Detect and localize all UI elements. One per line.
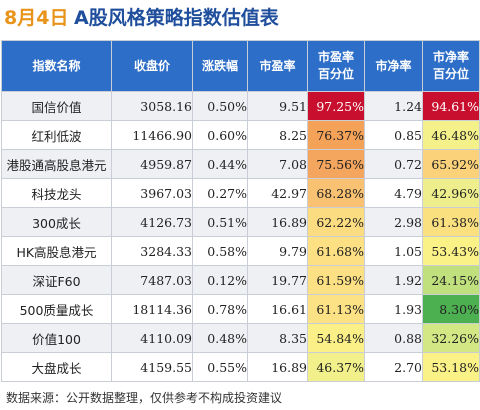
cell-index-name: 价值100 xyxy=(1,323,112,353)
table-row: 300成长 4126.73 0.51% 16.89 62.22% 2.98 61.38% xyxy=(1,207,480,237)
cell-pb-percentile: 42.96% xyxy=(422,178,480,208)
table-row: 价值100 4110.09 0.48% 8.35 54.84% 0.88 32.26% xyxy=(1,323,480,353)
cell-pb: 1.24 xyxy=(364,91,423,121)
cell-pb: 0.88 xyxy=(364,323,423,353)
cell-change: 0.44% xyxy=(192,149,248,179)
cell-pe-percentile: 97.25% xyxy=(307,91,365,121)
cell-pe: 7.08 xyxy=(247,149,308,179)
cell-index-name: 科技龙头 xyxy=(1,178,112,208)
cell-close-price: 4126.73 xyxy=(111,207,193,237)
table-row: 港股通高股息港元 4959.87 0.44% 7.08 75.56% 0.72 65.92% xyxy=(1,149,480,179)
cell-index-name: 国信价值 xyxy=(1,91,112,121)
cell-pe-percentile: 46.37% xyxy=(307,352,365,382)
table-row: 500质量成长 18114.36 0.78% 16.61 61.13% 1.93 8.30% xyxy=(1,294,480,324)
cell-pb-percentile: 53.18% xyxy=(422,352,480,382)
cell-pe-percentile: 76.37% xyxy=(307,120,365,150)
cell-pb: 1.93 xyxy=(364,294,423,324)
cell-pb-percentile: 46.48% xyxy=(422,120,480,150)
table-row: HK高股息港元 3284.33 0.58% 9.79 61.68% 1.05 53.43% xyxy=(1,236,480,266)
page-title: A股风格策略指数估值表 xyxy=(74,7,279,29)
cell-pb: 0.72 xyxy=(364,149,423,179)
cell-pb: 0.85 xyxy=(364,120,423,150)
table-row: 大盘成长 4159.55 0.55% 16.89 46.37% 2.70 53.18% xyxy=(1,352,480,382)
cell-change: 0.27% xyxy=(192,178,248,208)
header-pb: 市净率 xyxy=(364,40,423,92)
cell-pb: 4.79 xyxy=(364,178,423,208)
cell-pb: 2.70 xyxy=(364,352,423,382)
cell-pe-percentile: 75.56% xyxy=(307,149,365,179)
valuation-table: 指数名称 收盘价 涨跌幅 市盈率 市盈率 百分位 市净率 市净率 百分位 国信价… xyxy=(1,40,480,382)
cell-index-name: 红利低波 xyxy=(1,120,112,150)
header-index-name: 指数名称 xyxy=(1,40,112,92)
cell-index-name: 300成长 xyxy=(1,207,112,237)
cell-change: 0.55% xyxy=(192,352,248,382)
cell-index-name: 深证F60 xyxy=(1,265,112,295)
cell-pe: 16.89 xyxy=(247,352,308,382)
header-change: 涨跌幅 xyxy=(192,40,248,92)
cell-change: 0.50% xyxy=(192,91,248,121)
footer-source: 数据来源：公开数据整理，仅供参考不构成投资建议 xyxy=(6,391,283,405)
cell-close-price: 4110.09 xyxy=(111,323,193,353)
table-row: 国信价值 3058.16 0.50% 9.51 97.25% 1.24 94.61% xyxy=(1,91,480,121)
cell-pe: 16.89 xyxy=(247,207,308,237)
table-header-row: 指数名称 收盘价 涨跌幅 市盈率 市盈率 百分位 市净率 市净率 百分位 xyxy=(1,40,480,92)
header-pb-percentile: 市净率 百分位 xyxy=(422,40,480,92)
cell-pb-percentile: 65.92% xyxy=(422,149,480,179)
cell-pe: 42.97 xyxy=(247,178,308,208)
cell-close-price: 11466.90 xyxy=(111,120,193,150)
cell-index-name: 大盘成长 xyxy=(1,352,112,382)
table-row: 红利低波 11466.90 0.60% 8.25 76.37% 0.85 46.48% xyxy=(1,120,480,150)
cell-close-price: 3058.16 xyxy=(111,91,193,121)
cell-close-price: 18114.36 xyxy=(111,294,193,324)
cell-pe-percentile: 61.13% xyxy=(307,294,365,324)
cell-close-price: 4959.87 xyxy=(111,149,193,179)
cell-close-price: 4159.55 xyxy=(111,352,193,382)
cell-pb-percentile: 61.38% xyxy=(422,207,480,237)
cell-close-price: 7487.03 xyxy=(111,265,193,295)
cell-pe-percentile: 54.84% xyxy=(307,323,365,353)
cell-pb: 1.92 xyxy=(364,265,423,295)
cell-pb: 2.98 xyxy=(364,207,423,237)
cell-index-name: 港股通高股息港元 xyxy=(1,149,112,179)
cell-pb-percentile: 8.30% xyxy=(422,294,480,324)
header-pe-percentile: 市盈率 百分位 xyxy=(307,40,365,92)
header-close-price: 收盘价 xyxy=(111,40,193,92)
cell-pe-percentile: 61.68% xyxy=(307,236,365,266)
cell-close-price: 3284.33 xyxy=(111,236,193,266)
cell-pb: 1.05 xyxy=(364,236,423,266)
cell-close-price: 3967.03 xyxy=(111,178,193,208)
cell-change: 0.78% xyxy=(192,294,248,324)
table-body: 国信价值 3058.16 0.50% 9.51 97.25% 1.24 94.61% 红利低波… xyxy=(1,91,480,382)
cell-pb-percentile: 32.26% xyxy=(422,323,480,353)
cell-pe: 8.25 xyxy=(247,120,308,150)
title-bar: 8月4日 A股风格策略指数估值表 xyxy=(0,0,480,36)
cell-pb-percentile: 94.61% xyxy=(422,91,480,121)
header-pe: 市盈率 xyxy=(247,40,308,92)
table-row: 科技龙头 3967.03 0.27% 42.97 68.28% 4.79 42.96% xyxy=(1,178,480,208)
cell-pe-percentile: 62.22% xyxy=(307,207,365,237)
header-pb-percentile-label: 市净率 百分位 xyxy=(432,50,469,81)
cell-pe: 9.51 xyxy=(247,91,308,121)
cell-change: 0.12% xyxy=(192,265,248,295)
cell-change: 0.48% xyxy=(192,323,248,353)
cell-index-name: HK高股息港元 xyxy=(1,236,112,266)
cell-pe: 16.61 xyxy=(247,294,308,324)
table-row: 深证F60 7487.03 0.12% 19.77 61.59% 1.92 24.15% xyxy=(1,265,480,295)
cell-pe: 19.77 xyxy=(247,265,308,295)
cell-pb-percentile: 24.15% xyxy=(422,265,480,295)
cell-pe-percentile: 68.28% xyxy=(307,178,365,208)
cell-change: 0.51% xyxy=(192,207,248,237)
cell-index-name: 500质量成长 xyxy=(1,294,112,324)
cell-pe: 8.35 xyxy=(247,323,308,353)
title-date: 8月4日 xyxy=(4,7,69,29)
cell-pb-percentile: 53.43% xyxy=(422,236,480,266)
cell-pe: 9.79 xyxy=(247,236,308,266)
header-pe-percentile-label: 市盈率 百分位 xyxy=(317,50,354,81)
cell-change: 0.60% xyxy=(192,120,248,150)
cell-pe-percentile: 61.59% xyxy=(307,265,365,295)
cell-change: 0.58% xyxy=(192,236,248,266)
